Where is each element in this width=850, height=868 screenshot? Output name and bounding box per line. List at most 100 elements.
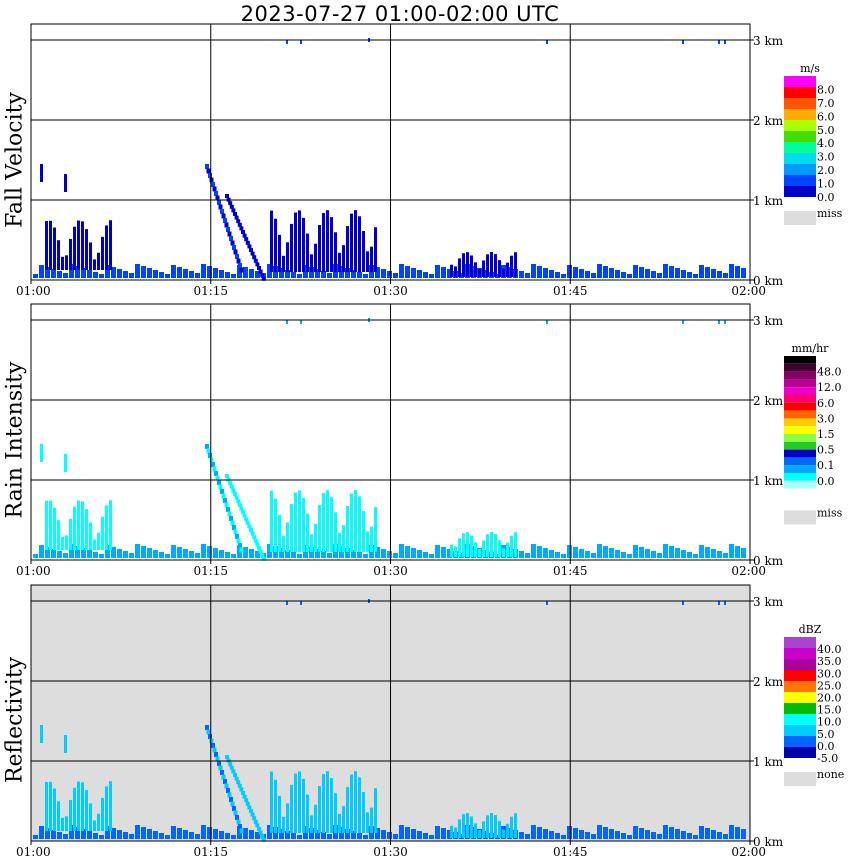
data-cell (237, 783, 242, 788)
data-cell (519, 832, 524, 839)
data-cell (51, 549, 56, 558)
colorbar-label: 5.0 (817, 124, 835, 137)
colorbar-swatch (784, 142, 816, 153)
colorbar-swatch (784, 659, 816, 670)
data-cell (579, 549, 584, 558)
data-cell (236, 499, 241, 504)
colorbar-swatch (784, 410, 816, 419)
data-cell (109, 781, 112, 831)
data-cell (233, 529, 238, 535)
data-cell (651, 832, 656, 839)
data-cell (238, 543, 242, 548)
data-cell (657, 553, 662, 558)
data-cell (252, 255, 257, 260)
data-cell (105, 505, 108, 550)
data-cell (417, 550, 422, 558)
data-cell (221, 774, 226, 780)
data-cell (206, 168, 211, 174)
colorbar-swatch (784, 120, 816, 131)
data-cell (351, 270, 356, 278)
data-cell (615, 270, 620, 278)
data-cell (201, 544, 206, 558)
data-cell (645, 549, 650, 558)
data-cell (64, 735, 67, 753)
data-cell (290, 223, 293, 272)
data-cell (117, 549, 122, 558)
data-cell (223, 498, 227, 503)
data-cell (207, 266, 212, 278)
data-cell (490, 532, 493, 557)
colorbar-swatch (784, 637, 816, 648)
data-cell (39, 826, 44, 839)
y-tick-label: 2 km (753, 394, 784, 408)
data-cell (567, 545, 572, 558)
data-cell (682, 320, 684, 324)
data-cell (314, 804, 317, 833)
data-cell (57, 551, 62, 558)
data-cell (231, 554, 236, 558)
data-cell (495, 835, 500, 839)
colorbar-swatch (784, 434, 816, 442)
data-cells (33, 599, 746, 842)
data-cell (257, 827, 261, 831)
data-cell (236, 538, 241, 544)
data-cell (693, 274, 698, 278)
data-cell (229, 797, 233, 802)
colorbar-swatch (784, 670, 816, 681)
data-cell (346, 226, 349, 272)
data-cell (183, 830, 188, 839)
data-cell (735, 546, 740, 558)
data-cell (423, 833, 428, 839)
data-cell (724, 320, 726, 324)
data-cell (682, 601, 684, 605)
data-cell (189, 832, 194, 839)
data-cell (53, 788, 56, 831)
data-cell (447, 830, 452, 839)
data-cell (309, 267, 314, 278)
data-cell (363, 554, 368, 558)
colorbar-swatch (784, 186, 816, 197)
data-cell (99, 274, 104, 278)
data-cell (346, 787, 349, 833)
y-tick-label: 0 km (753, 835, 784, 849)
data-cell (474, 262, 477, 277)
x-tick-label: 02:00 (731, 845, 766, 859)
data-cell (61, 256, 64, 270)
data-cell (213, 268, 218, 278)
data-cell (219, 270, 224, 278)
data-cell (183, 269, 188, 278)
data-cell (220, 770, 224, 775)
colorbar-label: 0.1 (817, 459, 835, 472)
data-cell (282, 816, 285, 833)
data-cell (49, 500, 52, 550)
data-cell (318, 785, 321, 833)
colorbar-missing-label: miss (817, 506, 843, 519)
data-cell (75, 546, 80, 558)
data-cell (214, 471, 218, 476)
data-cell (57, 240, 60, 270)
data-cell (482, 540, 485, 557)
data-cell (351, 831, 356, 839)
data-cell (579, 269, 584, 278)
colorbar-label: 6.0 (817, 110, 835, 123)
colorbar-label: 15.0 (817, 704, 842, 717)
data-cell (357, 833, 362, 839)
data-cell (215, 195, 220, 201)
data-cell (459, 834, 464, 839)
y-tick-label: 3 km (753, 34, 784, 48)
data-cell (255, 262, 260, 267)
data-cell (458, 819, 461, 838)
data-cell (502, 829, 505, 838)
data-cell (478, 548, 481, 557)
data-cell (435, 265, 440, 278)
colorbar-label: 3.0 (817, 412, 835, 425)
data-cell (342, 245, 345, 272)
data-cell (153, 831, 158, 839)
colorbar-swatch (784, 356, 816, 364)
colorbar-swatch (784, 473, 816, 481)
data-cell (249, 830, 254, 839)
data-cell (411, 268, 416, 278)
data-cell (89, 242, 92, 270)
data-cell (233, 212, 237, 216)
data-cell (212, 747, 217, 753)
